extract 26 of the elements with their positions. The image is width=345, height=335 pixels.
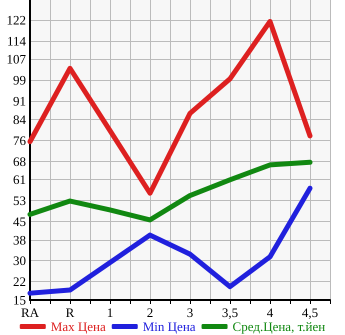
y-tick-label: 53 — [13, 193, 26, 208]
y-tick-label: 45 — [13, 214, 26, 229]
legend-label: Min Цена — [142, 319, 196, 334]
y-tick-label: 22 — [13, 274, 26, 290]
x-tick-label: RA — [20, 305, 40, 320]
y-tick-label: 38 — [13, 232, 26, 248]
y-tick-label: 84 — [13, 112, 26, 127]
y-tick-label: 122 — [6, 12, 26, 28]
x-tick-label: R — [66, 305, 75, 320]
legend-label: Сред.Цена, т.йен — [232, 319, 326, 334]
y-tick-label: 30 — [13, 253, 26, 268]
y-tick-label: 107 — [6, 52, 26, 67]
x-tick-label: 4,5 — [302, 305, 318, 320]
y-tick-label: 114 — [6, 33, 26, 48]
x-tick-label: 1 — [106, 305, 114, 320]
y-tick-label: 61 — [13, 172, 26, 188]
x-tick-label: 3 — [186, 305, 194, 320]
x-tick-label: 3,5 — [222, 305, 238, 320]
y-tick-label: 76 — [13, 132, 26, 148]
y-tick-label: 15 — [13, 292, 26, 308]
y-tick-label: 99 — [13, 72, 26, 88]
y-tick-label: 68 — [13, 154, 26, 169]
x-tick-label: 4 — [266, 305, 274, 320]
y-tick-label: 91 — [13, 94, 26, 109]
legend-label: Max Цена — [50, 319, 106, 334]
x-tick-label: 2 — [146, 305, 154, 320]
